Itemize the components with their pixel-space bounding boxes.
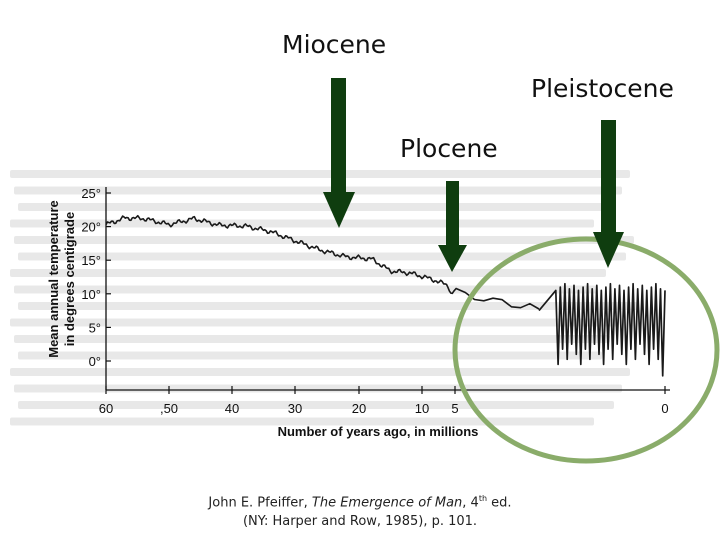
plocene-label: Plocene bbox=[400, 134, 498, 163]
background-text-line bbox=[18, 401, 614, 409]
citation-line-1: John E. Pfeiffer, The Emergence of Man, … bbox=[150, 489, 570, 512]
x-tick-label: 20 bbox=[352, 401, 366, 416]
background-text-line bbox=[10, 170, 630, 178]
y-tick-label: 10° bbox=[81, 287, 101, 302]
pleistocene-label: Pleistocene bbox=[531, 74, 674, 103]
y-tick-label: 5° bbox=[89, 320, 101, 335]
background-text-line bbox=[18, 302, 638, 310]
x-tick-label: 5 bbox=[451, 401, 458, 416]
x-tick-label: 60 bbox=[99, 401, 113, 416]
citation-title: The Emergence of Man bbox=[311, 495, 463, 511]
background-text-line bbox=[18, 252, 626, 261]
x-ticks: 60 ,50 40 30 20 10 5 0 bbox=[99, 386, 669, 416]
background-text-line bbox=[14, 285, 598, 294]
y-tick-label: 0° bbox=[89, 354, 101, 369]
citation-edition: , 4 bbox=[462, 495, 479, 511]
background-text-line bbox=[14, 384, 622, 393]
miocene-arrow bbox=[323, 78, 355, 228]
background-text-line bbox=[14, 236, 634, 244]
y-axis-title-line1: Mean annual temperature bbox=[46, 200, 61, 358]
background-text-line bbox=[18, 203, 614, 211]
x-axis-title: Number of years ago, in millions bbox=[278, 424, 479, 439]
background-text-line bbox=[10, 368, 630, 376]
y-tick-label: 25° bbox=[81, 186, 101, 201]
pleistocene-highlight-ellipse bbox=[452, 236, 720, 464]
citation-edition-suffix: th bbox=[478, 494, 488, 503]
pleistocene-oscillation-line bbox=[538, 282, 666, 377]
miocene-label: Miocene bbox=[282, 30, 387, 59]
x-tick-label: 0 bbox=[661, 401, 668, 416]
background-text-line bbox=[10, 318, 618, 327]
y-tick-label: 15° bbox=[81, 253, 101, 268]
x-tick-label: ,50 bbox=[160, 401, 178, 416]
background-text-line bbox=[14, 186, 622, 195]
y-axis-title-line2: in degrees centigrade bbox=[62, 212, 77, 346]
citation-line-2: (NY: Harper and Row, 1985), p. 101. bbox=[242, 514, 478, 530]
plocene-arrow bbox=[438, 181, 467, 272]
background-text-line bbox=[14, 335, 610, 343]
background-text-line bbox=[10, 417, 594, 426]
citation: John E. Pfeiffer, The Emergence of Man, … bbox=[150, 489, 570, 531]
temperature-trend-line bbox=[105, 214, 540, 310]
x-tick-label: 10 bbox=[415, 401, 429, 416]
x-tick-label: 30 bbox=[288, 401, 302, 416]
y-tick-label: 20° bbox=[81, 220, 101, 235]
citation-author: John E. Pfeiffer, bbox=[208, 495, 312, 511]
y-ticks: 25° 20° 15° 10° 5° 0° bbox=[81, 186, 111, 369]
background-text-line bbox=[10, 269, 606, 277]
citation-edition-rest: ed. bbox=[487, 495, 512, 511]
x-tick-label: 40 bbox=[225, 401, 239, 416]
pleistocene-arrow bbox=[593, 120, 624, 268]
background-text-lines bbox=[10, 170, 638, 426]
